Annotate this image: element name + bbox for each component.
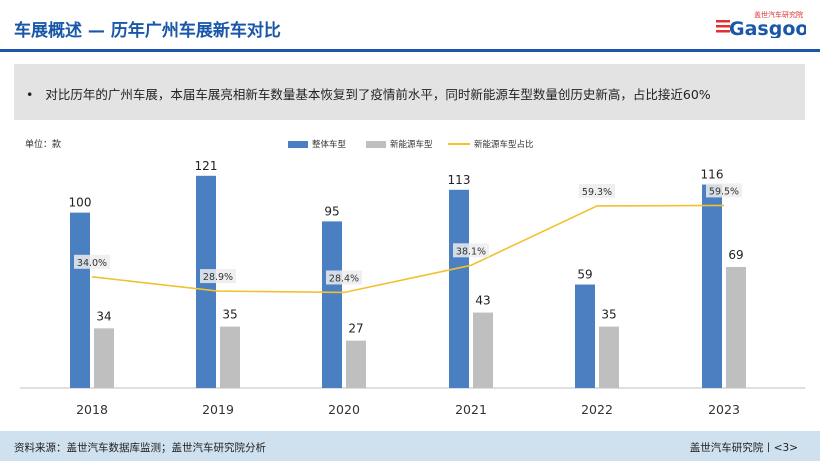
label-total-2020: 95 (324, 204, 339, 218)
page-title: 车展概述 — 历年广州车展新车对比 (14, 21, 281, 41)
bar-total-2021 (449, 189, 469, 388)
title-rule (0, 49, 820, 52)
label-total-2023: 116 (701, 168, 724, 182)
bar-nev-2020 (346, 340, 366, 388)
label-nev-2022: 35 (601, 308, 616, 322)
label-total-2019: 121 (195, 159, 218, 173)
share-label-2018: 34.0% (77, 258, 107, 269)
label-nev-2019: 35 (222, 308, 237, 322)
gasgoo-logo: 盖世汽车研究院 Gasgoo (716, 10, 806, 38)
label-nev-2020: 27 (348, 322, 363, 336)
summary-box (14, 64, 805, 120)
share-label-2020: 28.4% (329, 273, 359, 284)
bar-total-2020 (322, 221, 342, 388)
x-tick-2022: 2022 (581, 402, 613, 417)
bar-total-2018 (70, 212, 90, 388)
legend-nev-swatch (366, 140, 386, 148)
unit-label: 单位：款 (25, 140, 62, 150)
share-line (91, 204, 725, 294)
x-tick-2021: 2021 (455, 402, 487, 417)
x-tick-2020: 2020 (328, 402, 360, 417)
share-label-bg-2018 (74, 254, 110, 269)
share-label-bg-2023 (706, 183, 742, 198)
legend-total: 整体车型 (288, 138, 346, 150)
summary-text: • 对比历年的广州车展，本届车展亮相新车数量基本恢复到了疫情前水平，同时新能源车… (26, 84, 711, 103)
summary-bullet: • (26, 87, 34, 102)
footer-bar (0, 431, 820, 461)
logo-stripes-icon (716, 20, 730, 33)
bar-nev-2019 (220, 326, 240, 388)
legend-nev-label: 新能源车型 (390, 140, 433, 150)
share-label-2022: 59.3% (582, 187, 612, 198)
bar-nev-2023 (726, 266, 746, 388)
label-total-2022: 59 (577, 268, 592, 282)
footer-source: 资料来源：盖世汽车数据库监测；盖世汽车研究院分析 (14, 442, 266, 454)
bar-nev-2018 (94, 328, 114, 388)
logo-brand: 盖世汽车研究院 (754, 10, 803, 19)
x-tick-2023: 2023 (708, 402, 740, 417)
label-total-2021: 113 (448, 173, 471, 187)
legend-share-swatch (448, 143, 470, 145)
share-label-2019: 28.9% (203, 272, 233, 283)
share-label-bg-2022 (579, 183, 615, 198)
logo-word: Gasgoo (729, 18, 806, 38)
label-nev-2021: 43 (475, 294, 490, 308)
bar-nev-2021 (473, 312, 493, 388)
legend-share-label: 新能源车型占比 (474, 140, 534, 150)
legend-nev: 新能源车型 (366, 138, 433, 150)
legend-total-swatch (288, 140, 308, 148)
share-label-bg-2019 (200, 269, 236, 284)
x-tick-2019: 2019 (202, 402, 234, 417)
footer-page: 盖世汽车研究院丨<3> (689, 442, 798, 454)
bar-total-2023 (702, 184, 722, 388)
label-total-2018: 100 (69, 196, 92, 210)
label-nev-2018: 34 (96, 309, 111, 323)
share-label-2023: 59.5% (709, 186, 739, 197)
summary-body: 对比历年的广州车展，本届车展亮相新车数量基本恢复到了疫情前水平，同时新能源车型数… (45, 87, 711, 102)
share-label-bg-2021 (453, 243, 489, 258)
share-label-bg-2020 (326, 270, 362, 285)
bar-nev-2022 (599, 326, 619, 388)
share-label-2021: 38.1% (456, 246, 486, 257)
legend-share: 新能源车型占比 (448, 138, 534, 150)
bar-total-2022 (575, 284, 595, 388)
label-nev-2023: 69 (728, 248, 743, 262)
x-tick-2018: 2018 (76, 402, 108, 417)
legend-total-label: 整体车型 (312, 140, 347, 150)
